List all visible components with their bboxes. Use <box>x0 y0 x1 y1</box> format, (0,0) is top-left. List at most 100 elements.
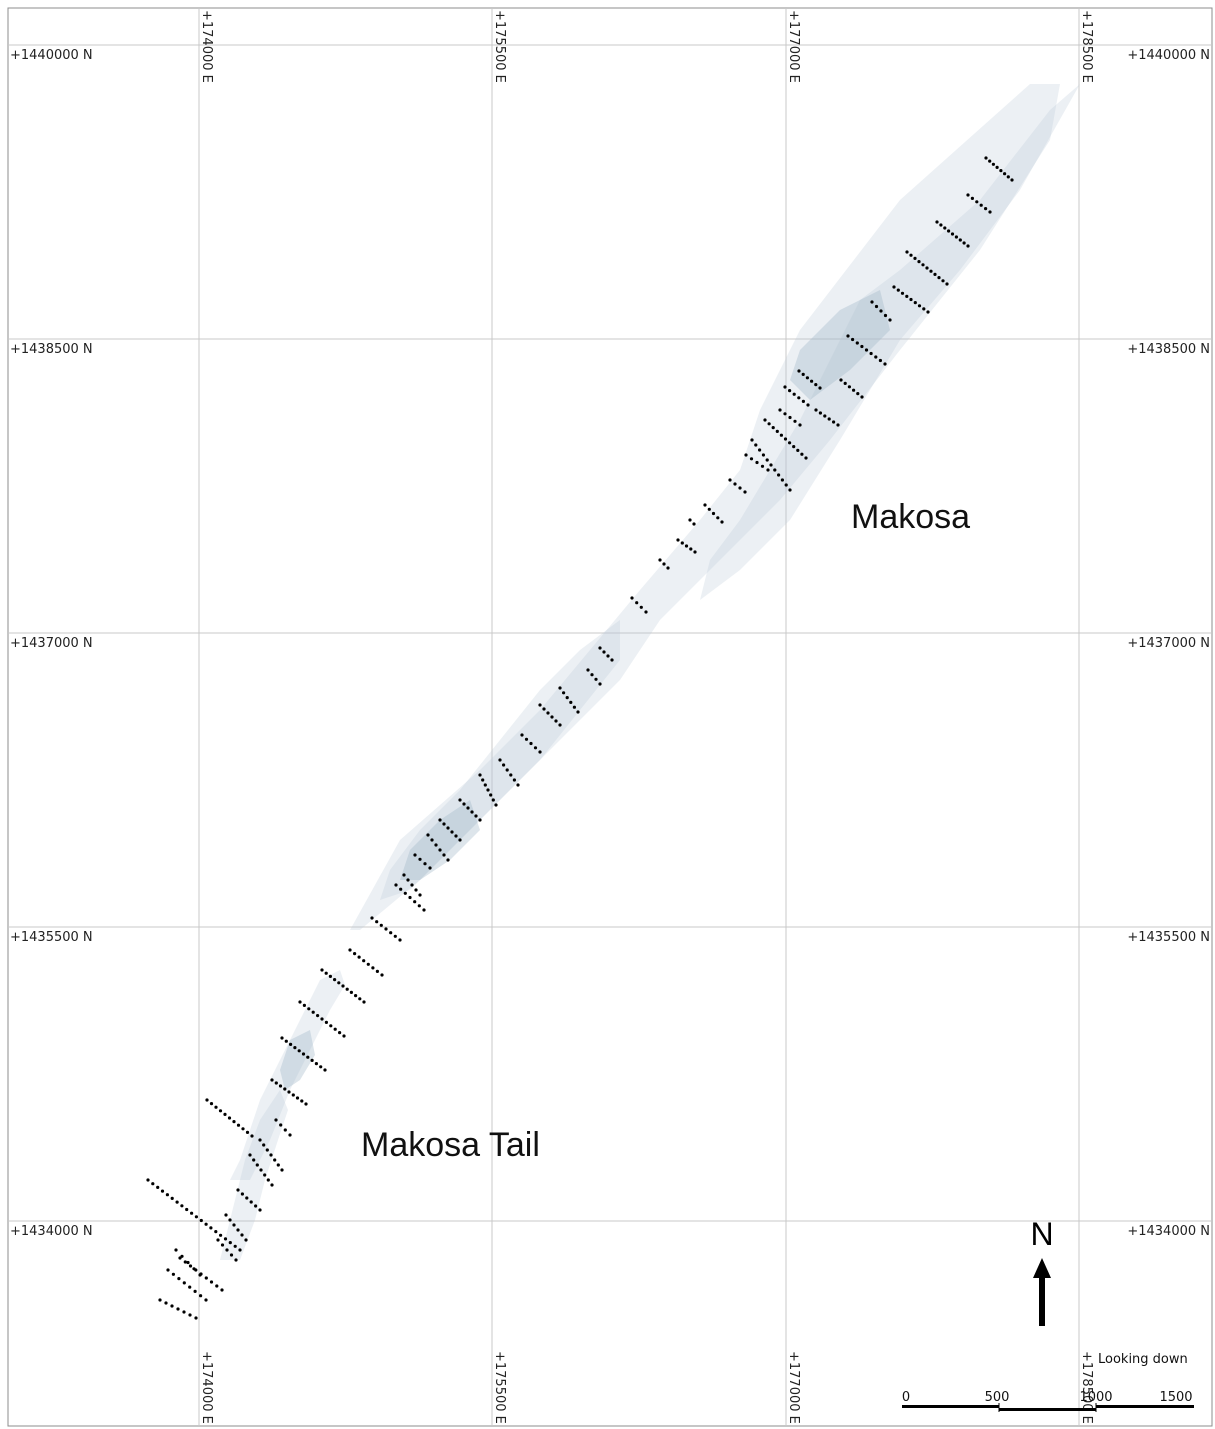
drill-hole-sample-dot <box>921 263 925 267</box>
drill-hole-sample-dot <box>280 1036 284 1040</box>
drill-hole-sample-dot <box>801 372 805 376</box>
drill-hole-sample-dot <box>798 423 802 427</box>
drill-hole-sample-dot <box>917 304 922 308</box>
drill-hole-sample-dot <box>922 307 926 311</box>
drill-hole-sample-dot <box>793 419 797 423</box>
drill-hole-sample-dot <box>362 959 366 963</box>
drill-hole-sample-dot <box>353 952 357 956</box>
drill-hole-sample-dot <box>379 923 383 927</box>
drill-hole-sample-dot <box>422 908 426 912</box>
drill-hole-sample-dot <box>293 1046 297 1050</box>
drill-hole-sample-dot <box>188 1285 192 1289</box>
drill-hole-sample-dot <box>783 412 787 416</box>
drill-hole-sample-dot <box>223 1112 227 1116</box>
drill-hole-sample-dot <box>792 392 796 396</box>
drill-hole-sample-dot <box>219 1233 223 1237</box>
drill-hole-sample-dot <box>878 358 883 363</box>
drill-hole-sample-dot <box>810 379 814 383</box>
drill-hole-sample-dot <box>423 862 427 866</box>
drill-hole-sample-dot <box>430 838 434 842</box>
drill-hole-sample-dot <box>639 605 643 609</box>
drill-hole-sample-dot <box>371 966 375 970</box>
drill-hole-sample-dot <box>524 737 529 741</box>
drill-hole-sample-dot <box>988 159 992 163</box>
easting-label: +177000 E <box>786 10 801 83</box>
drill-hole-sample-dot <box>413 900 417 904</box>
drill-hole-sample-dot <box>302 1003 306 1008</box>
drill-hole-sample-dot <box>249 1200 253 1204</box>
drill-hole-sample-dot <box>766 468 770 472</box>
drill-hole-sample-dot <box>185 1207 189 1212</box>
drill-hole-sample-dot <box>310 1058 314 1062</box>
drill-hole-sample-dot <box>370 916 374 920</box>
drill-hole-sample-dot <box>375 969 379 974</box>
drill-hole-sample-dot <box>216 1238 220 1242</box>
drill-hole-sample-dot <box>259 1168 263 1172</box>
drill-hole-sample-dot <box>450 830 454 834</box>
drill-hole-sample-dot <box>375 920 379 924</box>
drill-hole-sample-dot <box>218 1109 223 1113</box>
drill-hole-sample-dot <box>240 1192 244 1196</box>
drill-hole-sample-dot <box>258 1208 262 1212</box>
drill-hole-sample-dot <box>851 337 855 342</box>
drill-hole-sample-dot <box>438 818 442 822</box>
drill-hole-sample-dot <box>410 883 414 887</box>
drill-hole-sample-dot <box>345 987 349 991</box>
drill-hole-sample-dot <box>458 838 462 842</box>
drill-hole-sample-dot <box>538 750 542 754</box>
drill-hole-sample-dot <box>684 544 689 548</box>
drill-hole-sample-dot <box>358 997 362 1001</box>
drill-hole-sample-dot <box>586 668 590 672</box>
drill-hole-sample-dot <box>182 1310 186 1314</box>
drill-hole-sample-dot <box>182 1281 186 1285</box>
drill-hole-sample-dot <box>498 758 502 762</box>
drill-hole-sample-dot <box>434 843 438 847</box>
drill-hole-sample-dot <box>565 696 569 700</box>
drill-hole-sample-dot <box>314 1062 318 1066</box>
drill-hole-sample-dot <box>505 768 509 772</box>
drill-hole-sample-dot <box>630 596 634 600</box>
drill-hole-sample-dot <box>947 229 951 233</box>
drill-hole-sample-dot <box>761 453 766 457</box>
drill-hole-sample-dot <box>304 1102 308 1106</box>
drill-hole-sample-dot <box>215 1284 219 1288</box>
drill-hole-sample-dot <box>188 1313 192 1317</box>
drill-hole-sample-dot <box>554 719 558 723</box>
drill-hole-sample-dot <box>274 1118 278 1122</box>
drill-hole-sample-dot <box>486 788 490 792</box>
drill-hole-sample-dot <box>209 1102 214 1106</box>
northing-label: +1435500 N <box>10 930 93 945</box>
drill-hole-sample-dot <box>291 1093 295 1097</box>
drill-hole-sample-dot <box>414 888 418 892</box>
drill-hole-sample-dot <box>470 810 474 814</box>
drill-hole-sample-dot <box>550 715 554 719</box>
drill-hole-sample-dot <box>204 1222 208 1226</box>
drill-hole-sample-dot <box>644 610 648 614</box>
drill-hole-sample-dot <box>666 566 670 570</box>
drill-hole-sample-dot <box>801 399 806 403</box>
drill-hole-sample-dot <box>941 279 945 283</box>
drill-hole-sample-dot <box>250 1134 254 1138</box>
drill-hole-sample-dot <box>428 866 432 870</box>
drill-hole-sample-dot <box>1003 172 1007 176</box>
drill-hole-sample-dot <box>171 1272 175 1276</box>
drill-hole-sample-dot <box>939 223 943 227</box>
drill-hole-sample-dot <box>194 1316 198 1320</box>
drill-hole-sample-dot <box>323 1068 327 1072</box>
drill-hole-sample-dot <box>728 478 732 482</box>
drill-hole-sample-dot <box>1006 175 1010 179</box>
drill-hole-sample-dot <box>227 1116 232 1120</box>
drill-hole-sample-dot <box>749 457 754 461</box>
drill-hole-sample-dot <box>758 448 762 452</box>
drill-hole-sample-dot <box>909 253 913 257</box>
drill-hole-sample-dot <box>771 426 775 430</box>
drill-hole-sample-dot <box>984 207 988 211</box>
drill-hole-sample-dot <box>494 803 498 807</box>
drill-hole-sample-dot <box>783 437 788 441</box>
drill-hole-sample-dot <box>170 1304 174 1308</box>
drill-hole-sample-dot <box>276 1163 280 1167</box>
drill-hole-sample-dot <box>478 773 482 777</box>
drill-hole-sample-dot <box>245 1196 249 1200</box>
drill-hole-sample-dot <box>417 904 421 908</box>
drill-hole-sample-dot <box>320 1017 324 1021</box>
